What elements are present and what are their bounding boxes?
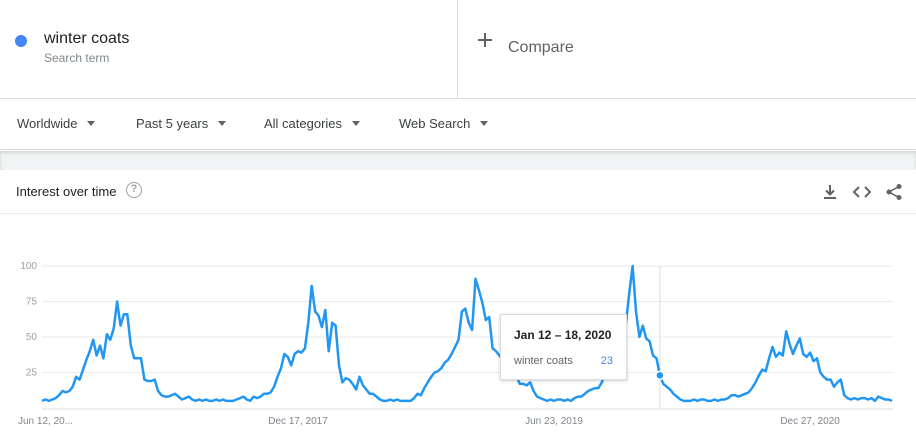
y-tick-label: 75 xyxy=(26,297,38,308)
region-dropdown[interactable]: Worldwide xyxy=(17,116,96,131)
term-color-dot xyxy=(15,35,27,47)
tooltip-value: 23 xyxy=(600,355,613,367)
y-tick-label: 50 xyxy=(26,332,38,343)
caret-down-icon xyxy=(218,121,227,126)
caret-down-icon xyxy=(352,121,361,126)
x-tick-label: Dec 27, 2020 xyxy=(780,416,840,427)
search-term-bar: winter coats Search term Compare xyxy=(0,0,916,99)
term-name[interactable]: winter coats xyxy=(44,30,130,47)
region-label: Worldwide xyxy=(17,116,78,131)
tooltip-term: winter coats xyxy=(514,355,573,367)
search-type-label: Web Search xyxy=(399,116,471,131)
time-range-label: Past 5 years xyxy=(136,116,209,131)
download-icon[interactable] xyxy=(820,182,840,202)
caret-down-icon xyxy=(480,121,489,126)
y-tick-label: 100 xyxy=(20,261,37,272)
share-icon[interactable] xyxy=(884,182,904,202)
category-dropdown[interactable]: All categories xyxy=(264,116,361,131)
x-tick-label: Dec 17, 2017 xyxy=(268,416,328,427)
search-term-card[interactable]: winter coats Search term xyxy=(0,0,458,98)
card-title: Interest over time xyxy=(16,184,117,199)
x-tick-label: Jun 23, 2019 xyxy=(525,416,583,427)
search-type-dropdown[interactable]: Web Search xyxy=(399,116,489,131)
interest-over-time-card: Interest over time ? xyxy=(0,170,916,444)
filter-bar: Worldwide Past 5 years All categories We… xyxy=(0,99,916,150)
category-label: All categories xyxy=(264,116,343,131)
embed-code-icon[interactable] xyxy=(852,182,872,202)
help-icon[interactable]: ? xyxy=(126,182,142,198)
chart-tooltip: Jan 12 – 18, 2020 winter coats 23 xyxy=(500,314,627,380)
term-subtitle: Search term xyxy=(44,51,110,65)
caret-down-icon xyxy=(87,121,96,126)
plus-icon xyxy=(478,33,492,47)
section-divider xyxy=(0,151,916,170)
tooltip-date: Jan 12 – 18, 2020 xyxy=(514,328,612,342)
interest-over-time-chart[interactable]: 25 50 75 100 Jun 12, 20... Dec 17, 2017 Jun 2… xyxy=(0,230,916,444)
compare-button[interactable]: Compare xyxy=(458,0,916,98)
series-line-winter-coats xyxy=(41,264,893,403)
time-range-dropdown[interactable]: Past 5 years xyxy=(136,116,227,131)
card-header: Interest over time ? xyxy=(0,170,916,214)
y-tick-label: 25 xyxy=(26,368,38,379)
x-tick-label: Jun 12, 20... xyxy=(18,416,73,427)
compare-label: Compare xyxy=(508,39,574,56)
hover-point xyxy=(655,370,665,381)
